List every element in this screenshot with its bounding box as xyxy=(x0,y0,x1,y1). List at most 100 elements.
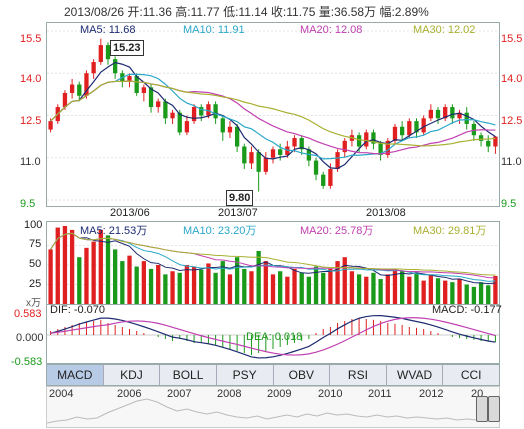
candle-body xyxy=(69,84,75,93)
volume-bar xyxy=(321,272,326,304)
volume-bar xyxy=(249,271,254,304)
volume-bar xyxy=(177,272,182,304)
price-axis-right-3: 11.0 xyxy=(501,156,522,168)
volume-bar xyxy=(184,265,190,304)
candle-body xyxy=(486,140,491,147)
tab-wvad[interactable]: WVAD xyxy=(387,365,444,385)
month-label-0: 2013/06 xyxy=(110,207,150,219)
volume-bar xyxy=(421,280,426,304)
candle-body xyxy=(428,109,433,119)
volume-bar xyxy=(414,272,419,304)
tab-obv[interactable]: OBV xyxy=(274,365,331,385)
candle-body xyxy=(113,59,118,74)
candle-body xyxy=(220,118,225,133)
timeline-left-handle[interactable] xyxy=(476,396,488,422)
candle-body xyxy=(206,104,211,116)
candle-body xyxy=(263,157,268,172)
candle-body xyxy=(213,104,218,119)
candle-body xyxy=(478,135,484,141)
volume-bar xyxy=(263,261,268,304)
low-label: 低: xyxy=(223,5,239,19)
dif-line xyxy=(50,315,496,359)
vol-ma30-label: MA30: 29.81万 xyxy=(413,225,487,237)
price-ma5-label: MA5: 11.68 xyxy=(80,24,136,36)
tab-boll[interactable]: BOLL xyxy=(160,365,217,385)
candle-body xyxy=(493,136,498,147)
macd-chart[interactable] xyxy=(47,305,499,363)
high-label: 高: xyxy=(175,5,191,19)
volume-bar xyxy=(48,249,53,304)
candle-body xyxy=(234,126,240,147)
candle-body xyxy=(141,87,147,93)
tab-kdj[interactable]: KDJ xyxy=(104,365,161,385)
tab-rsi[interactable]: RSI xyxy=(330,365,387,385)
low-value: 11.14 xyxy=(238,5,268,19)
candle-body xyxy=(414,121,419,133)
timeline-year-6: 2011 xyxy=(368,388,392,400)
tab-cci[interactable]: CCI xyxy=(460,368,482,382)
price-axis-left-1: 14.0 xyxy=(20,73,42,85)
candle-body xyxy=(199,107,204,116)
macd-axis-0: 0.583 xyxy=(14,308,42,320)
timeline-right-handle[interactable] xyxy=(488,396,500,422)
volume-panel[interactable] xyxy=(46,221,500,305)
timeline-year-3: 2008 xyxy=(217,388,242,400)
vol-axis-2: 50 xyxy=(29,258,42,270)
ma5-line xyxy=(50,61,496,170)
timeline-year-4: 2009 xyxy=(267,388,292,400)
candle-body xyxy=(392,126,398,141)
volume-bar xyxy=(493,275,498,304)
month-label-2: 2013/08 xyxy=(366,207,406,219)
indicator-tabs: MACD KDJ BOLL PSY OBV RSI WVAD CCI xyxy=(46,364,500,386)
volume-bar xyxy=(91,241,96,304)
timeline-navigator[interactable]: 2004 2006 2007 2008 2009 2010 2011 2012 … xyxy=(46,386,500,428)
volume-bar xyxy=(464,284,469,304)
volume-bar xyxy=(127,255,132,304)
dif-label: DIF: -0.070 xyxy=(50,304,106,316)
candle-body xyxy=(378,143,383,155)
volume-bar xyxy=(206,263,211,304)
volume-bar xyxy=(371,272,376,304)
candle-body xyxy=(421,118,426,133)
ma30-line xyxy=(50,80,496,147)
candle-body xyxy=(278,149,283,155)
high-value: 11.77 xyxy=(190,5,220,19)
volume-bar xyxy=(156,265,161,304)
volume-bar xyxy=(213,272,218,304)
tab-psy[interactable]: PSY xyxy=(217,365,274,385)
vol-axis-3: 25 xyxy=(29,278,42,290)
volume-bar xyxy=(148,268,154,304)
candle-body xyxy=(134,76,139,93)
volume-bar xyxy=(342,257,347,304)
candle-body xyxy=(249,152,254,164)
volume-chart[interactable] xyxy=(47,222,499,304)
volume-bar xyxy=(428,274,433,304)
vol-ma20-label: MA20: 25.78万 xyxy=(300,225,374,237)
candle-body xyxy=(48,121,53,130)
volume-label: 量: xyxy=(318,5,335,19)
candle-body xyxy=(385,140,390,155)
candle-body xyxy=(471,123,477,136)
candlestick-chart[interactable] xyxy=(47,23,499,206)
candle-body xyxy=(98,45,103,62)
tab-macd[interactable]: MACD xyxy=(47,365,104,385)
price-axis-right-4: 9.5 xyxy=(501,198,517,210)
price-axis-left-0: 15.5 xyxy=(20,33,42,45)
candle-body xyxy=(399,126,405,136)
volume-bar xyxy=(278,271,283,304)
vol-ma5-label: MA5: 21.53万 xyxy=(80,225,148,237)
candle-body xyxy=(105,45,111,60)
macd-label: MACD: -0.177 xyxy=(432,304,502,316)
candle-body xyxy=(91,61,96,74)
volume-bar xyxy=(356,274,362,304)
volume-bar xyxy=(328,268,333,304)
volume-bar xyxy=(270,274,276,304)
volume-bar xyxy=(478,282,484,304)
volume-bar xyxy=(170,271,175,304)
volume-bar xyxy=(486,285,491,304)
macd-panel[interactable] xyxy=(46,304,500,364)
open-label: 开: xyxy=(127,5,143,19)
volume-bar xyxy=(443,280,448,304)
timeline-year-0: 2004 xyxy=(49,388,74,400)
candle-body xyxy=(364,132,369,147)
